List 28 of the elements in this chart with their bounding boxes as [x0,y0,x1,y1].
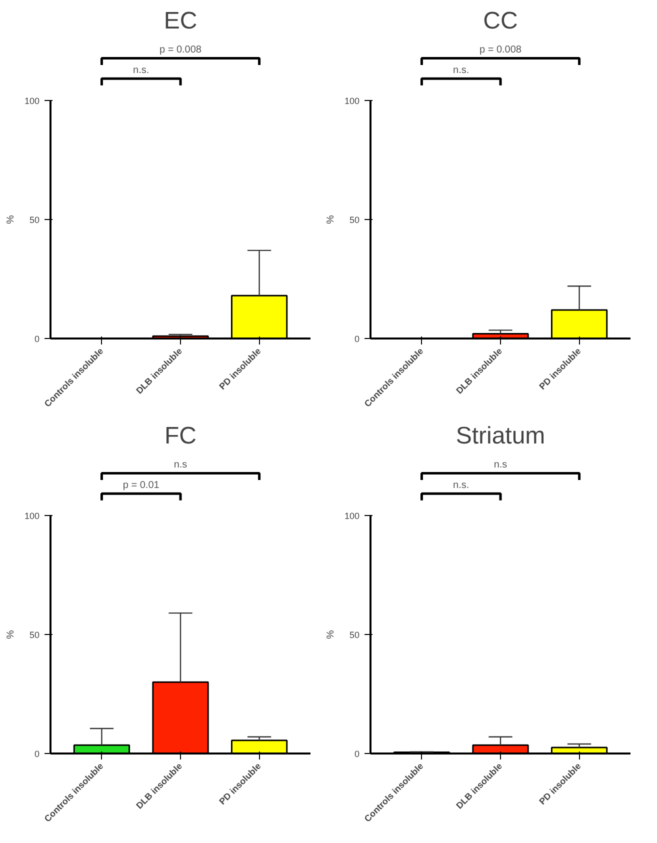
y-tick-label: 0 [354,334,360,344]
y-axis-title: % [5,630,16,639]
chart-title: EC [164,8,198,34]
y-tick-label: 100 [344,96,360,106]
text: p = 0.008 [160,44,202,56]
chart-title: FC [164,422,197,450]
text: p = 0.01 [122,480,160,492]
text: n.s. [453,480,470,492]
y-tick-label: 100 [24,96,40,106]
y-tick-label: 100 [344,511,360,521]
y-tick-label: 0 [354,749,360,759]
y-tick-label: 50 [29,630,40,640]
y-tick-label: 100 [24,511,40,521]
text: n.s [494,460,508,471]
text: n.s. [453,65,470,76]
text: n.s [174,460,188,471]
y-axis-title: % [325,214,336,224]
y-axis-title: % [5,214,16,224]
y-tick-label: 0 [34,749,40,759]
text: n.s. [133,65,150,76]
y-tick-label: 0 [34,334,40,344]
y-tick-label: 50 [29,215,40,225]
chart-title: Striatum [456,422,546,450]
y-tick-label: 50 [349,215,360,225]
y-axis-title: % [325,630,336,639]
text: p = 0.008 [480,44,522,56]
chart-title: CC [483,8,518,34]
y-tick-label: 50 [349,630,360,640]
